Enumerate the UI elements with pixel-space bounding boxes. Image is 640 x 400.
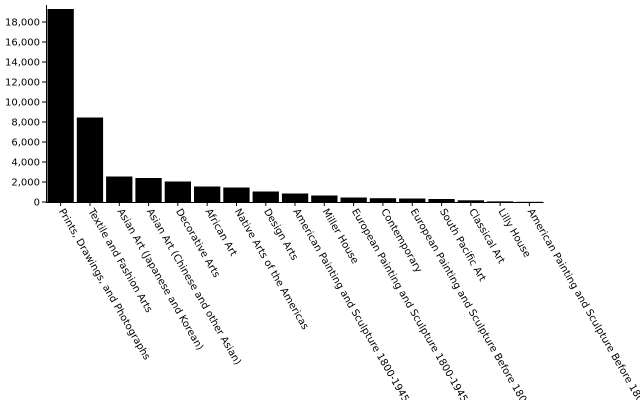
y-tick-label-8: 16,000 <box>5 38 40 49</box>
bar-9 <box>311 195 338 202</box>
bar-8 <box>281 193 309 202</box>
bar-3 <box>135 178 162 202</box>
y-tick-label-2: 4,000 <box>11 158 40 169</box>
bar-6 <box>223 187 250 202</box>
bars-group <box>47 9 543 202</box>
y-tick-label-1: 2,000 <box>11 178 40 189</box>
y-tick-label-0: 0 <box>34 198 40 209</box>
bar-10 <box>340 197 367 202</box>
y-tick-label-4: 8,000 <box>11 118 40 129</box>
y-tick-label-9: 18,000 <box>5 18 40 29</box>
bar-4 <box>164 181 191 202</box>
y-tick-label-6: 12,000 <box>5 78 40 89</box>
bar-2 <box>106 176 133 202</box>
bar-7 <box>252 191 279 202</box>
bar-11 <box>369 198 397 202</box>
y-tick-label-7: 14,000 <box>5 58 40 69</box>
bar-0 <box>47 9 74 202</box>
bar-14 <box>457 200 484 202</box>
bar-5 <box>194 186 221 202</box>
y-tick-label-3: 6,000 <box>11 138 40 149</box>
y-tick-label-5: 10,000 <box>5 98 40 109</box>
x-tick-label-16: American Painting and Sculpture Before 1… <box>525 207 640 400</box>
bar-15 <box>487 201 514 202</box>
bar-12 <box>399 198 426 202</box>
bar-13 <box>428 199 455 202</box>
y-axis: 0 2,000 4,000 6,000 8,000 10,000 12,000 14,000 1… <box>5 5 47 209</box>
bar-1 <box>76 117 104 202</box>
x-axis: Prints, Drawings, and PhotographsTextile… <box>46 202 640 400</box>
